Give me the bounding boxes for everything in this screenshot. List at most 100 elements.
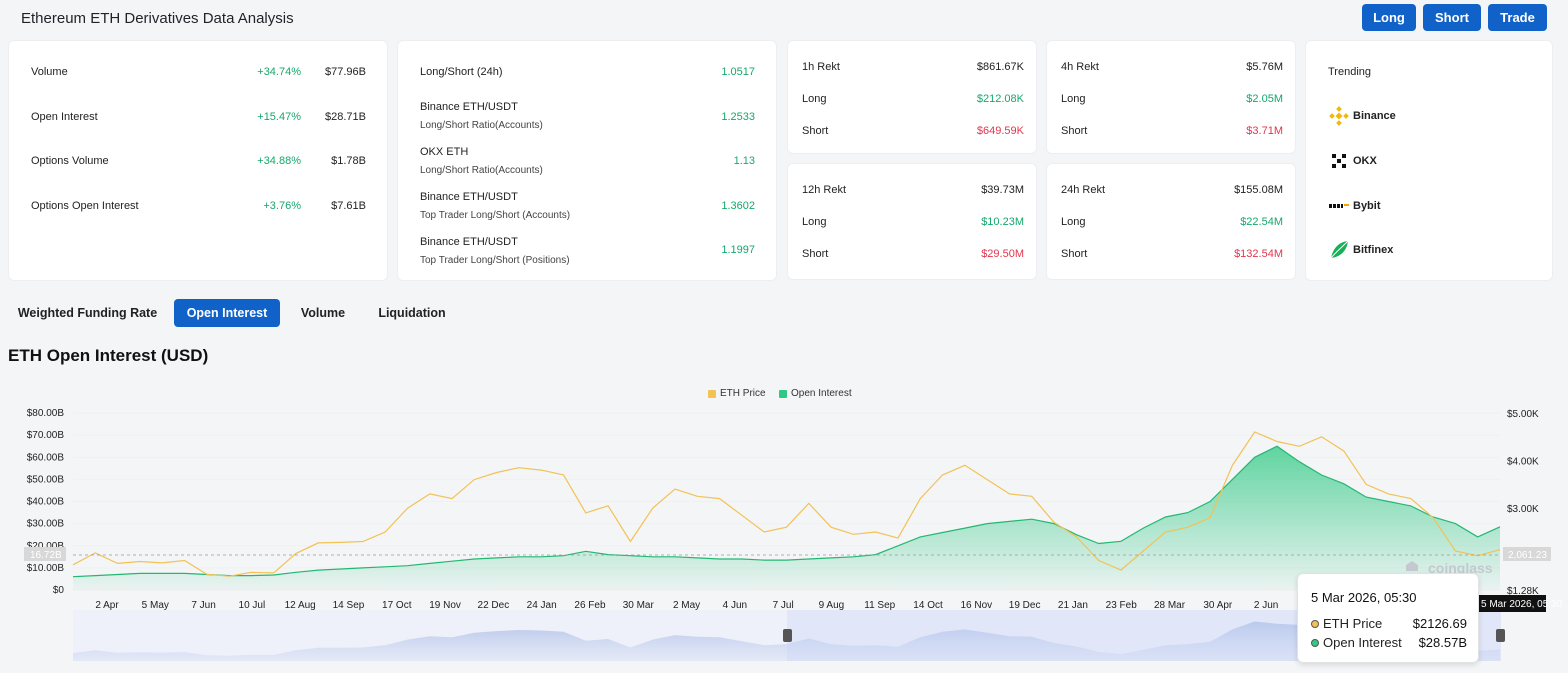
trending-item-bybit[interactable]: Bybit — [1328, 195, 1381, 217]
x-tick: 2 Jun — [1254, 600, 1278, 611]
overview-value: $28.71B — [325, 111, 366, 123]
overview-change: +34.88% — [257, 155, 301, 167]
y-left-tick: $70.00B — [27, 430, 65, 441]
rekt-short-value: $3.71M — [1246, 125, 1283, 137]
legend-swatch — [708, 389, 716, 398]
rekt-short-label: Short — [1061, 125, 1088, 137]
tooltip-oi-label: Open Interest — [1311, 635, 1402, 650]
top-bar: Ethereum ETH Derivatives Data Analysis L… — [0, 0, 1568, 38]
overview-value: $1.78B — [331, 155, 366, 167]
ratio-label: Binance ETH/USDT — [420, 236, 518, 248]
long-button[interactable]: Long — [1362, 4, 1416, 31]
tooltip-date: 5 Mar 2026, 05:30 — [1311, 590, 1417, 605]
open-interest-dot-icon — [1311, 638, 1319, 647]
tooltip-label-text: ETH Price — [1323, 616, 1383, 631]
rekt-short-label: Short — [802, 248, 829, 260]
tooltip-eth-price-value: $2126.69 — [1412, 616, 1467, 631]
x-tick: 10 Jul — [239, 600, 266, 611]
y-right-tick: $1.28K — [1507, 586, 1539, 597]
open-interest-area — [73, 446, 1500, 590]
trending-item-okx[interactable]: OKX — [1328, 150, 1377, 172]
rekt-short-value: $649.59K — [976, 125, 1024, 137]
overview-value: $7.61B — [331, 200, 366, 212]
x-tick: 26 Feb — [574, 600, 606, 611]
rekt-long-value: $2.05M — [1246, 93, 1283, 105]
overview-label: Options Open Interest — [31, 200, 139, 212]
tooltip-label-text: Open Interest — [1323, 635, 1402, 650]
rekt-short-label: Short — [802, 125, 829, 137]
overview-label: Volume — [31, 66, 68, 78]
open-interest-line — [72, 445, 1501, 578]
x-tick: 4 Jun — [723, 600, 747, 611]
rekt-card-1h: 1h Rekt $861.67K Long $212.08K Short $64… — [787, 40, 1037, 154]
binance-icon — [1328, 105, 1350, 127]
legend-eth-price[interactable]: ETH Price — [708, 388, 766, 399]
y-left-axis: $0 $10.00B $20.00B $30.00B $40.00B $50.00B $60… — [27, 408, 65, 596]
rekt-short-label: Short — [1061, 248, 1088, 260]
rekt-long-value: $10.23M — [981, 216, 1024, 228]
y-left-tick: $30.00B — [27, 519, 65, 530]
ratio-value: 1.1997 — [721, 244, 755, 256]
x-axis: 2 Apr 5 May 7 Jun 10 Jul 12 Aug 14 Sep 17 Oct 1… — [95, 600, 1424, 611]
rekt-long-value: $212.08K — [976, 93, 1024, 105]
rekt-total: $861.67K — [976, 61, 1024, 73]
trending-item-label: OKX — [1353, 155, 1377, 167]
y-left-tick: $60.00B — [27, 452, 65, 463]
page-title: Ethereum ETH Derivatives Data Analysis — [21, 10, 294, 27]
trending-item-label: Binance — [1353, 110, 1396, 122]
trending-item-bitfinex[interactable]: Bitfinex — [1328, 239, 1393, 261]
y-left-tick: $40.00B — [27, 497, 65, 508]
trending-item-binance[interactable]: Binance — [1328, 105, 1396, 127]
overview-label: Options Volume — [31, 155, 109, 167]
rekt-total: $39.73M — [981, 184, 1024, 196]
tab-weighted-funding-rate[interactable]: Weighted Funding Rate — [17, 306, 158, 320]
x-tick: 2 May — [673, 600, 700, 611]
rekt-long-label: Long — [1061, 216, 1086, 228]
y-right-tick: $3.00K — [1507, 504, 1539, 515]
crosshair-date-text: 5 Mar 2026, 05:30 — [1481, 599, 1563, 610]
x-tick: 7 Jun — [191, 600, 215, 611]
watermark: coinglass — [1428, 560, 1493, 576]
legend-label: ETH Price — [720, 388, 766, 399]
ratio-label: OKX ETH — [420, 146, 469, 158]
open-interest-chart[interactable]: $0 $10.00B $20.00B $30.00B $40.00B $50.00B $60… — [0, 405, 1568, 673]
x-tick: 21 Jan — [1058, 600, 1088, 611]
x-tick: 22 Dec — [478, 600, 510, 611]
x-tick: 19 Nov — [429, 600, 461, 611]
rekt-long-label: Long — [1061, 93, 1086, 105]
ratio-label: Binance ETH/USDT — [420, 101, 518, 113]
x-tick: 24 Jan — [527, 600, 557, 611]
y-right-tick: $4.00K — [1507, 457, 1539, 468]
y-left-tick: $50.00B — [27, 474, 65, 485]
y-left-tick: $10.00B — [27, 563, 65, 574]
overview-label: Open Interest — [31, 111, 98, 123]
tab-volume[interactable]: Volume — [300, 306, 346, 320]
x-tick: 14 Oct — [913, 600, 943, 611]
x-tick: 5 May — [142, 600, 169, 611]
y-left-tick: $80.00B — [27, 408, 65, 419]
legend-open-interest[interactable]: Open Interest — [779, 388, 852, 399]
trade-button[interactable]: Trade — [1488, 4, 1547, 31]
trending-card: Trending Binance OKX Bybit Bitfinex — [1305, 40, 1553, 281]
rekt-card-12h: 12h Rekt $39.73M Long $10.23M Short $29.… — [787, 163, 1037, 280]
chart-title: ETH Open Interest (USD) — [8, 346, 209, 365]
coinglass-logo — [1406, 561, 1418, 571]
long-short-card: Long/Short (24h) 1.0517 Binance ETH/USDT… — [397, 40, 777, 281]
ratio-sublabel: Top Trader Long/Short (Accounts) — [420, 210, 571, 221]
rekt-long-label: Long — [802, 216, 827, 228]
rekt-card-24h: 24h Rekt $155.08M Long $22.54M Short $13… — [1046, 163, 1296, 280]
okx-icon — [1328, 150, 1350, 172]
tab-liquidation[interactable]: Liquidation — [378, 306, 446, 320]
navigator-handle-left — [783, 629, 792, 642]
rekt-title: 24h Rekt — [1061, 184, 1106, 196]
ratio-sublabel: Long/Short Ratio(Accounts) — [420, 165, 543, 176]
tab-open-interest[interactable]: Open Interest — [174, 299, 280, 327]
x-tick: 14 Sep — [333, 600, 365, 611]
overview-change: +15.47% — [257, 111, 301, 123]
x-tick: 2 Apr — [95, 600, 119, 611]
short-button[interactable]: Short — [1423, 4, 1481, 31]
eth-price-line — [72, 431, 1501, 577]
chart-tooltip: 5 Mar 2026, 05:30 ETH Price $2126.69 Ope… — [1297, 573, 1479, 663]
overview-card: Volume +34.74% $77.96B Open Interest +15… — [8, 40, 388, 281]
rekt-long-value: $22.54M — [1240, 216, 1283, 228]
